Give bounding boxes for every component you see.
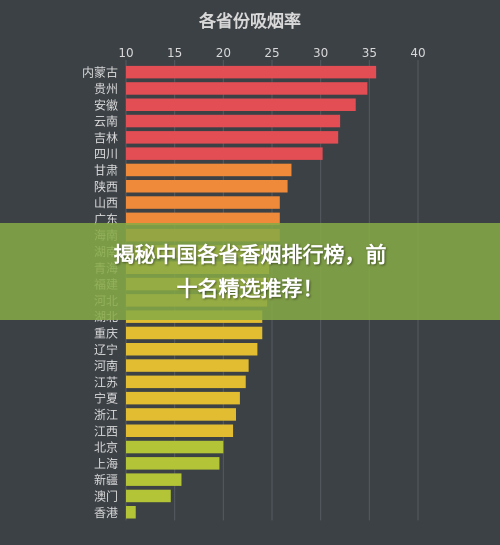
bar: [126, 131, 339, 144]
category-label: 吉林: [94, 131, 118, 145]
x-tick-labels: 10 15 20 25 30 35 40: [118, 46, 425, 60]
bar: [126, 408, 236, 421]
category-label: 重庆: [94, 326, 118, 340]
category-label: 山西: [94, 196, 118, 210]
category-label: 上海: [94, 456, 118, 471]
bar: [126, 147, 323, 160]
bar: [126, 65, 377, 79]
category-label: 香港: [94, 506, 118, 520]
bar: [126, 440, 224, 454]
x-tick-label: 35: [362, 46, 377, 60]
bar: [126, 489, 171, 503]
category-label: 宁夏: [94, 391, 118, 406]
headline-line-2: 十名精选推荐！: [176, 276, 324, 301]
category-label: 浙江: [94, 408, 118, 422]
bar: [126, 457, 220, 470]
x-tick-label: 40: [410, 46, 425, 60]
bar: [126, 506, 136, 519]
category-label: 江西: [94, 424, 118, 438]
category-label: 陕西: [94, 179, 118, 194]
bar: [126, 180, 288, 193]
x-tick-label: 30: [313, 46, 328, 60]
bar: [126, 196, 280, 209]
category-label: 澳门: [94, 488, 118, 503]
category-label: 四川: [94, 147, 118, 161]
category-label: 北京: [94, 441, 118, 455]
category-label: 新疆: [94, 472, 118, 487]
x-tick-label: 10: [118, 46, 133, 60]
bar: [126, 98, 356, 111]
category-label: 辽宁: [94, 342, 118, 357]
chart-title: 各省份吸烟率: [198, 11, 301, 32]
bar: [126, 212, 280, 226]
bar: [126, 163, 292, 177]
category-label: 河南: [94, 358, 118, 373]
bar: [126, 82, 368, 95]
bar: [126, 359, 249, 372]
bar: [126, 114, 341, 128]
bar: [126, 375, 246, 389]
bar: [126, 391, 240, 405]
category-label: 内蒙古: [82, 65, 118, 80]
headline-banner: 揭秘中国各省香烟排行榜，前 十名精选推荐！: [0, 223, 500, 320]
x-tick-label: 20: [216, 46, 231, 60]
category-label: 云南: [94, 114, 118, 129]
bar: [126, 326, 263, 340]
bar: [126, 343, 258, 356]
headline-line-1: 揭秘中国各省香烟排行榜，前: [113, 242, 387, 267]
category-label: 安徽: [94, 97, 118, 112]
bar: [126, 473, 182, 486]
category-label: 广东: [94, 212, 118, 226]
x-tick-label: 15: [167, 46, 182, 60]
category-label: 江苏: [94, 375, 118, 389]
category-label: 甘肃: [94, 163, 118, 177]
category-label: 贵州: [94, 82, 118, 96]
x-tick-label: 25: [264, 46, 279, 60]
bar: [126, 424, 234, 437]
